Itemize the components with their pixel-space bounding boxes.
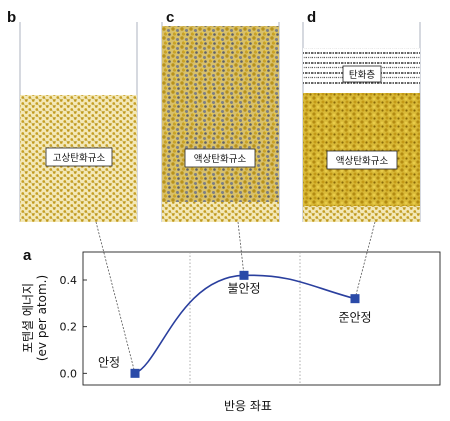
y-tick-label: 0.0 [60, 367, 78, 380]
point-label: 불안정 [227, 281, 260, 295]
panel-c-label: 액상탄화규소 [194, 153, 247, 165]
y-axis-title-line2: (ev per atom.) [35, 275, 49, 361]
carbon-layer-label: 탄화층 [349, 70, 375, 81]
panel-b-simulation: 고상탄화규소 [19, 22, 138, 222]
panel-b-label-box [45, 147, 113, 167]
panel-c-simulation: 액상탄화규소 [161, 22, 280, 222]
panel-c-letter: c [166, 9, 174, 26]
panel-d-simulation: 탄화층 액상탄화규소 [302, 22, 421, 222]
energy-curve [134, 274, 356, 375]
y-tick-label: 0.2 [60, 321, 78, 334]
y-tick-label: 0.4 [60, 274, 78, 287]
point-label: 안정 [98, 355, 120, 369]
carbon-layer-label-box [342, 65, 382, 83]
connector-line [354, 221, 376, 299]
data-markers [130, 270, 360, 378]
panel-a-letter: a [23, 247, 32, 264]
panel-d-letter: d [307, 9, 316, 26]
panel-d-solid-base [303, 206, 420, 222]
data-point-marker [350, 294, 360, 304]
panel-b-label: 고상탄화규소 [53, 153, 106, 164]
panel-d-label: 액상탄화규소 [336, 155, 389, 167]
y-axis-title: 포텐셜 에너지 (ev per atom.) [21, 275, 49, 361]
panel-c-label-box [184, 148, 256, 168]
connector-line [237, 221, 245, 276]
connector-line [95, 221, 136, 374]
data-point-marker [239, 270, 249, 280]
connector-lines [95, 221, 376, 374]
y-ticks: 0.0 0.2 0.4 [60, 274, 87, 380]
panel-d-label-box [326, 150, 398, 170]
y-axis-title-line1: 포텐셜 에너지 [21, 283, 35, 353]
point-label: 준안정 [338, 311, 371, 325]
panel-d-liquid-region [303, 93, 420, 206]
plot-frame [82, 251, 441, 386]
panel-c-solid-base [162, 202, 279, 222]
panel-b-letter: b [7, 9, 16, 26]
grid-lines [189, 252, 301, 385]
x-axis-title: 반응 좌표 [224, 399, 272, 413]
liquid-sic-region [162, 26, 279, 202]
data-point-marker [130, 368, 140, 378]
